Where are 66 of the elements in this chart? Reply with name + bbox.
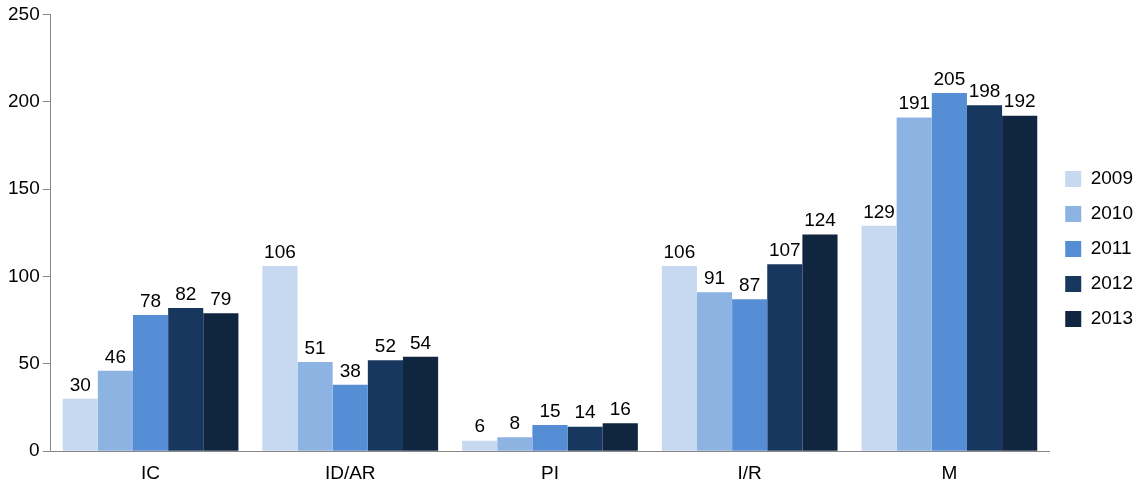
bar (567, 426, 603, 451)
bar (896, 117, 932, 451)
bar (402, 356, 439, 451)
bar (532, 424, 568, 451)
data-label: 191 (898, 92, 931, 114)
bar (462, 440, 498, 451)
data-label: 38 (339, 359, 361, 381)
data-label: 106 (264, 240, 296, 262)
data-label: 15 (539, 399, 561, 421)
bar (497, 437, 533, 451)
bar (802, 234, 838, 451)
legend-label: 2011 (1090, 237, 1132, 259)
bar (132, 314, 169, 451)
data-label: 129 (863, 200, 895, 222)
data-label: 192 (1003, 90, 1036, 112)
data-label: 87 (739, 273, 761, 295)
bar (203, 313, 239, 451)
bar (297, 362, 333, 451)
bar (602, 423, 638, 451)
legend-label: 2012 (1090, 272, 1134, 294)
legend-label: 2013 (1090, 307, 1134, 329)
y-tick-label: 150 (8, 177, 40, 199)
data-label: 8 (509, 411, 521, 433)
data-label: 205 (933, 67, 966, 89)
bar (1002, 115, 1038, 451)
x-tick-label: ID/AR (324, 461, 376, 483)
data-label: 46 (104, 345, 126, 367)
y-tick-label: 250 (8, 2, 40, 24)
data-label: 16 (609, 397, 631, 419)
x-tick-label: PI (540, 461, 559, 483)
y-tick-label: 0 (29, 439, 40, 461)
legend-label: 2010 (1090, 202, 1134, 224)
bar (767, 264, 803, 451)
x-tick-label: I/R (737, 461, 762, 483)
y-tick-label: 100 (8, 264, 40, 286)
bar (861, 225, 897, 451)
data-label: 78 (139, 289, 162, 311)
data-label: 30 (69, 373, 91, 395)
x-tick-label: M (941, 461, 958, 483)
data-label: 82 (175, 282, 197, 304)
data-label: 52 (374, 335, 396, 357)
bar (661, 266, 697, 451)
data-label: 107 (768, 238, 801, 260)
legend-label: 2009 (1090, 167, 1134, 189)
bar (97, 370, 133, 451)
data-label: 51 (304, 336, 326, 358)
bar (332, 384, 368, 451)
data-label: 198 (968, 79, 1001, 101)
bar (262, 266, 298, 451)
data-label: 106 (663, 240, 696, 262)
bar (367, 360, 403, 451)
data-label: 79 (210, 287, 232, 309)
data-label: 91 (703, 266, 726, 288)
x-tick-label: IC (141, 461, 161, 483)
bar (931, 93, 967, 451)
bar (696, 292, 733, 451)
data-label: 54 (409, 331, 432, 353)
bar (732, 299, 768, 451)
y-tick-label: 200 (8, 89, 40, 111)
data-label: 6 (474, 415, 485, 437)
data-label: 14 (574, 401, 597, 423)
y-tick-label: 50 (18, 352, 40, 374)
bar (62, 398, 98, 451)
data-label: 124 (804, 209, 837, 231)
bar (966, 105, 1003, 451)
bar (168, 307, 204, 451)
